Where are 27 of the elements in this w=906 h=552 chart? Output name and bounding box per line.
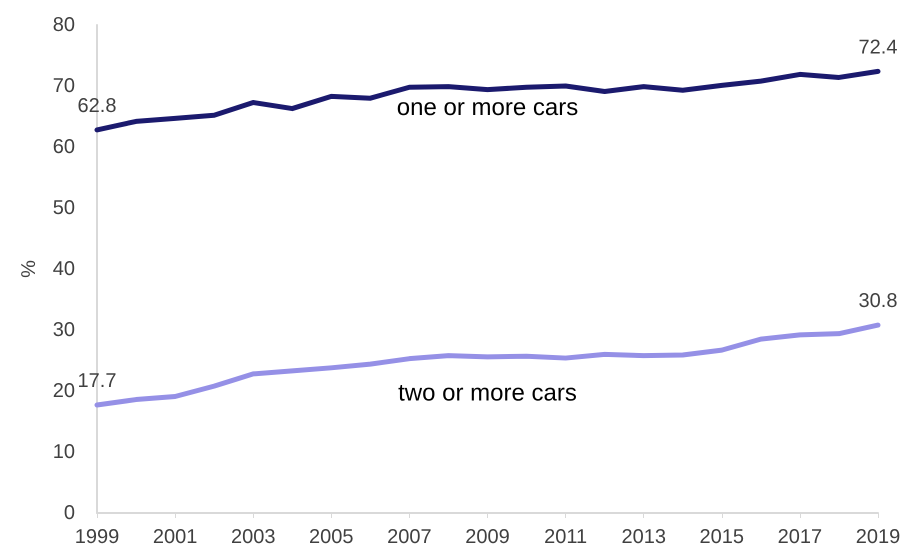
- data-label: 30.8: [858, 290, 898, 312]
- x-tick-label: 2009: [465, 526, 510, 548]
- x-tick-label: 2001: [152, 526, 198, 548]
- y-tick-label: 60: [52, 136, 75, 158]
- y-tick-label: 30: [52, 319, 75, 341]
- y-tick-label: 0: [64, 502, 75, 524]
- data-label: 72.4: [858, 36, 898, 58]
- series-label: two or more cars: [398, 379, 577, 406]
- x-tick-label: 2019: [856, 526, 900, 548]
- x-tick-label: 2015: [700, 526, 744, 548]
- x-tick-label: 2007: [387, 526, 432, 548]
- data-label: 62.8: [78, 94, 116, 117]
- x-tick-label: 2005: [309, 526, 354, 548]
- y-tick-label: 20: [52, 380, 75, 402]
- x-tick-label: 2011: [544, 526, 588, 548]
- x-tick-label: 2017: [778, 526, 822, 548]
- y-axis-title: %: [18, 260, 40, 278]
- x-tick-label: 2013: [621, 526, 666, 548]
- x-tick-label: 2003: [230, 526, 276, 548]
- y-tick-label: 70: [52, 75, 75, 97]
- y-tick-label: 10: [52, 441, 75, 463]
- series-label: one or more cars: [396, 94, 578, 122]
- y-tick-label: 80: [52, 14, 75, 36]
- y-tick-label: 40: [52, 258, 75, 280]
- y-tick-label: 50: [52, 197, 75, 219]
- x-tick-label: 1999: [74, 526, 120, 548]
- data-label: 17.7: [78, 370, 116, 392]
